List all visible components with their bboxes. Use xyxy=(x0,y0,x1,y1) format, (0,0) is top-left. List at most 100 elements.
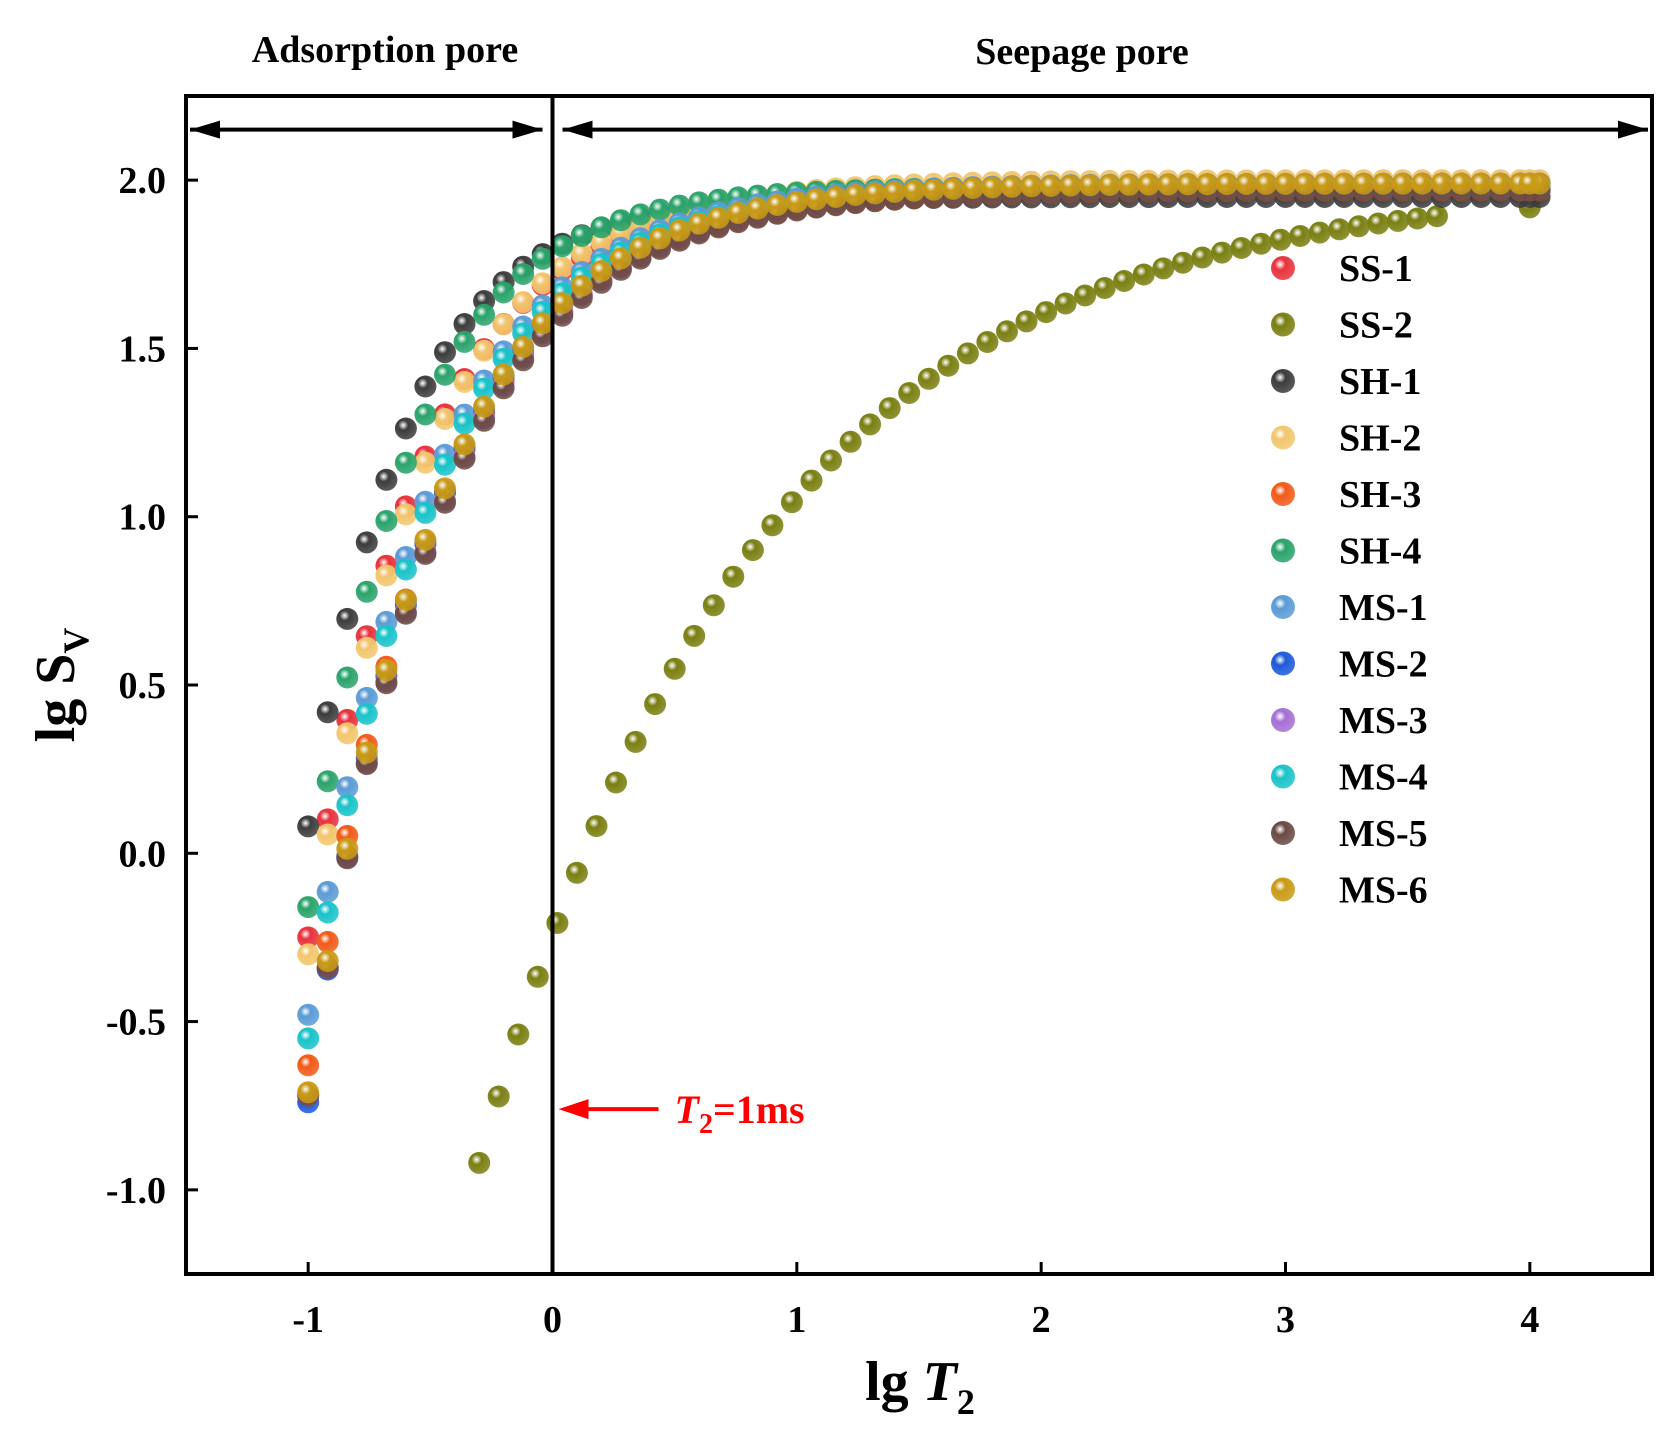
point-sh-1 xyxy=(434,341,456,364)
t2-annotation-var: T xyxy=(675,1087,701,1132)
point-sh-4 xyxy=(512,263,535,285)
point-sh-4 xyxy=(473,303,496,326)
point-ms-6 xyxy=(961,177,984,199)
point-ss-2 xyxy=(1386,209,1409,232)
point-sh-2 xyxy=(414,451,437,474)
point-sh-1 xyxy=(297,815,320,838)
x-tick-label: 3 xyxy=(1276,1299,1295,1341)
point-ss-2 xyxy=(1171,251,1194,274)
point-ss-2 xyxy=(1269,228,1292,251)
point-ms-6 xyxy=(746,197,769,220)
point-ss-2 xyxy=(1211,241,1233,264)
point-ss-2 xyxy=(976,331,999,353)
t2-annotation-text: =1ms xyxy=(713,1087,805,1132)
y-tick-label: 1.0 xyxy=(119,497,167,539)
point-ms-6 xyxy=(1430,172,1453,195)
point-ms-1 xyxy=(336,776,359,799)
point-sh-4 xyxy=(394,451,417,474)
point-ss-2 xyxy=(487,1085,510,1108)
point-ms-6 xyxy=(551,292,574,315)
legend-label: SH-4 xyxy=(1339,531,1421,573)
point-sh-1 xyxy=(375,468,398,491)
point-ss-1 xyxy=(316,808,339,831)
adsorption-arrow-head-left xyxy=(190,120,220,139)
point-ss-2 xyxy=(722,565,745,588)
point-ss-2 xyxy=(526,965,549,988)
point-ss-2 xyxy=(1054,292,1077,315)
legend-label: SS-2 xyxy=(1339,305,1413,347)
point-ms-6 xyxy=(785,190,808,213)
point-ms-4 xyxy=(336,794,359,817)
t2-annotation-sub: 2 xyxy=(699,1109,713,1140)
point-ms-6 xyxy=(1470,172,1492,195)
x-tick-label: 0 xyxy=(543,1299,562,1341)
legend-item-ms-1: MS-1 xyxy=(1271,587,1428,629)
point-ss-2 xyxy=(1328,218,1351,241)
point-sh-4 xyxy=(355,580,378,603)
point-ms-6 xyxy=(805,188,828,211)
point-ss-2 xyxy=(1015,310,1038,333)
point-ms-6 xyxy=(864,182,886,205)
point-sh-2 xyxy=(473,339,496,362)
point-ms-6 xyxy=(1333,172,1356,195)
point-sh-4 xyxy=(492,281,515,304)
point-sh-4 xyxy=(434,363,456,386)
point-ms-6 xyxy=(766,194,789,216)
point-ms-6 xyxy=(1352,172,1375,195)
point-ss-2 xyxy=(859,413,882,436)
point-ss-2 xyxy=(663,657,686,680)
region-label-adsorption: Adsorption pore xyxy=(252,29,518,71)
point-ms-4 xyxy=(473,377,496,400)
point-ss-2 xyxy=(1152,257,1175,280)
point-ms-6 xyxy=(297,1081,320,1104)
point-ms-6 xyxy=(1137,173,1160,196)
legend-item-sh-2: SH-2 xyxy=(1271,418,1421,460)
legend-item-ms-2: MS-2 xyxy=(1271,644,1428,686)
point-ms-6 xyxy=(570,274,593,297)
point-sh-3 xyxy=(316,930,339,953)
point-ms-6 xyxy=(707,206,730,229)
legend-item-sh-1: SH-1 xyxy=(1271,361,1421,403)
legend-item-ms-4: MS-4 xyxy=(1271,757,1428,799)
point-ms-6 xyxy=(1176,173,1199,196)
point-ms-6 xyxy=(942,177,965,200)
legend-label: MS-1 xyxy=(1339,587,1428,629)
point-ms-6 xyxy=(512,335,535,358)
point-sh-2 xyxy=(512,291,535,314)
seepage-arrow-head-right xyxy=(1618,120,1648,139)
point-ss-2 xyxy=(956,342,979,365)
point-sh-2 xyxy=(297,943,320,966)
legend-label: MS-6 xyxy=(1339,870,1428,912)
point-sh-2 xyxy=(355,636,378,659)
point-ms-6 xyxy=(981,176,1004,199)
point-sh-4 xyxy=(336,666,359,689)
point-ss-2 xyxy=(644,693,667,716)
point-ms-6 xyxy=(1294,172,1316,195)
point-ss-2 xyxy=(996,320,1018,343)
legend-label: SS-1 xyxy=(1339,248,1413,290)
legend-marker xyxy=(1271,877,1295,902)
point-ms-6 xyxy=(1313,172,1336,195)
point-sh-2 xyxy=(453,371,476,393)
point-ss-2 xyxy=(878,397,901,420)
point-ms-6 xyxy=(824,186,847,208)
legend-label: MS-2 xyxy=(1339,644,1428,686)
point-ss-2 xyxy=(1132,263,1155,286)
point-ms-6 xyxy=(1079,174,1101,197)
point-ss-2 xyxy=(605,771,627,794)
point-ms-4 xyxy=(297,1027,320,1050)
point-ms-6 xyxy=(394,589,417,612)
adsorption-arrow-head-right xyxy=(512,120,543,139)
point-ss-2 xyxy=(1035,301,1058,324)
point-ms-6 xyxy=(1372,172,1395,195)
point-sh-4 xyxy=(668,194,691,217)
seepage-arrow-head-left xyxy=(562,120,593,139)
point-sh-3 xyxy=(297,1054,320,1077)
x-tick-label: 1 xyxy=(787,1299,806,1341)
point-sh-4 xyxy=(316,770,339,793)
legend-item-ss-1: SS-1 xyxy=(1271,248,1413,290)
point-sh-4 xyxy=(590,216,613,239)
legend-marker xyxy=(1271,764,1295,789)
